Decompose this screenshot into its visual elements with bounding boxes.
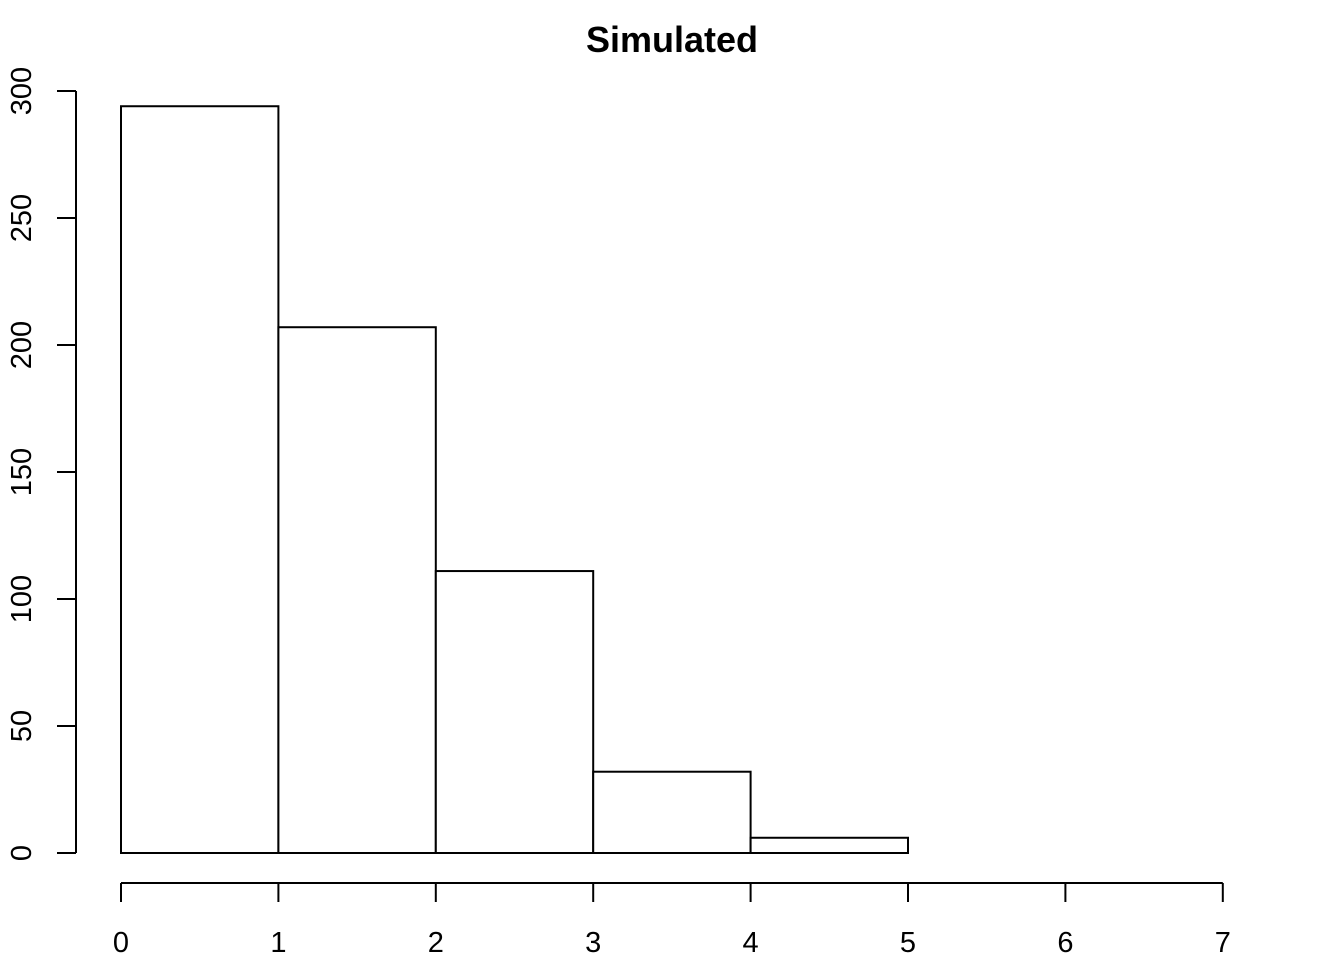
x-tick-label-2: 2 <box>428 927 444 959</box>
y-tick-label-0: 0 <box>6 845 38 861</box>
histogram-bar-3 <box>592 770 752 854</box>
y-tick-label-3: 150 <box>6 448 38 496</box>
y-axis: 0 50 100 150 200 250 300 <box>6 67 77 861</box>
y-tick-label-1: 50 <box>6 710 38 742</box>
y-tick-label-2: 100 <box>6 575 38 623</box>
x-tick-label-4: 4 <box>743 927 759 959</box>
y-tick-label-5: 250 <box>6 194 38 242</box>
x-tick-label-7: 7 <box>1215 927 1231 959</box>
x-tick-label-0: 0 <box>113 927 129 959</box>
histogram-bar-0 <box>120 105 280 855</box>
y-tick-label-4: 200 <box>6 321 38 369</box>
bars-group <box>120 105 909 855</box>
histogram-bar-1 <box>277 326 437 855</box>
x-axis: 0 1 2 3 4 5 6 7 <box>113 882 1231 959</box>
x-tick-label-6: 6 <box>1057 927 1073 959</box>
x-tick-label-5: 5 <box>900 927 916 959</box>
x-tick-label-3: 3 <box>585 927 601 959</box>
histogram-bar-2 <box>434 570 595 854</box>
x-tick-label-1: 1 <box>270 927 286 959</box>
chart-title: Simulated <box>586 19 758 60</box>
histogram-bar-4 <box>749 836 909 855</box>
y-tick-label-6: 300 <box>6 67 38 115</box>
